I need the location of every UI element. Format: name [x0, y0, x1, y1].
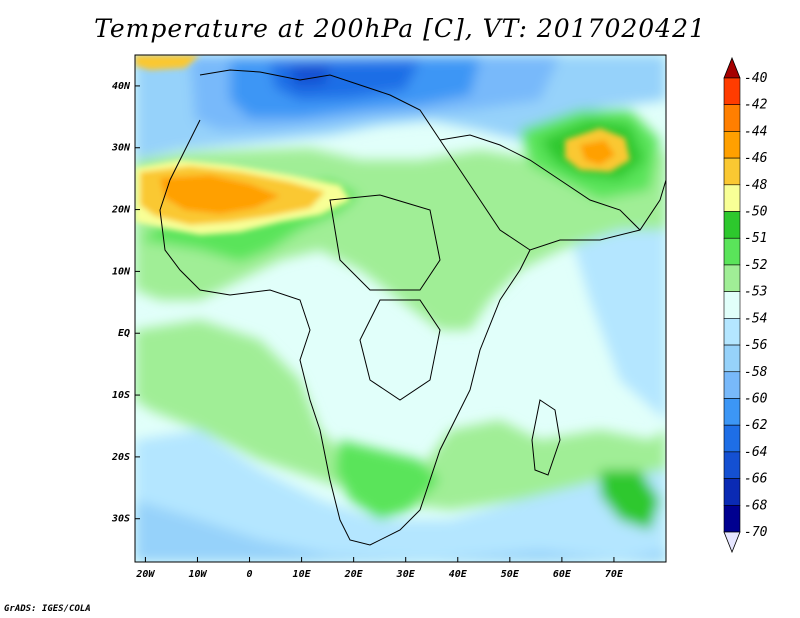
- colorbar-box: [723, 371, 741, 399]
- coastline-north: [199, 69, 666, 251]
- lon-label: 60E: [553, 569, 572, 580]
- colorbar-label: -53: [744, 285, 767, 300]
- band-64-north: [290, 64, 330, 86]
- border-sudan: [329, 194, 441, 291]
- latitude-axis: 40N 30N 20N 10N EQ 10S 20S 30S: [111, 81, 140, 525]
- border-central: [359, 299, 441, 401]
- colorbar-label: -51: [744, 231, 767, 246]
- lat-label: 30N: [111, 143, 131, 154]
- colorbar-label: -70: [744, 525, 768, 540]
- band-53-south: [135, 320, 666, 510]
- lon-label: 10E: [293, 569, 312, 580]
- colorbar-box: [723, 478, 741, 506]
- colorbar-label: -52: [744, 258, 768, 273]
- lon-label: 0: [247, 569, 253, 580]
- lat-label: 20N: [111, 205, 131, 216]
- colorbar-box: [723, 184, 741, 212]
- band-58-south: [135, 500, 666, 562]
- colorbar-box: [723, 211, 741, 239]
- band-51-southeast: [600, 470, 660, 530]
- colorbar-box: [723, 77, 741, 106]
- colorbar-box: [723, 318, 741, 346]
- lon-label: 10W: [188, 569, 207, 580]
- colorbar-label: -68: [744, 498, 768, 513]
- colorbar-label: -66: [744, 472, 768, 487]
- colorbar-box: [723, 157, 741, 186]
- colorbar-box: [723, 104, 741, 132]
- plot-frame: [134, 54, 667, 563]
- lat-label: EQ: [118, 328, 130, 339]
- lon-label: 40E: [449, 569, 468, 580]
- lat-label: 40N: [112, 81, 131, 92]
- colorbar-box: [723, 344, 741, 373]
- colorbar-bottom-triangle: [723, 531, 741, 554]
- coastline-madagascar: [531, 399, 561, 476]
- colorbar-label: -50: [744, 205, 768, 220]
- lon-label: 30E: [396, 569, 416, 580]
- colorbar-label: -44: [744, 124, 767, 139]
- colorbar-label: -48: [744, 178, 768, 193]
- colorbar-box: [723, 504, 741, 533]
- band-46-sahara: [160, 175, 280, 214]
- colorbar-box: [723, 451, 741, 479]
- colorbar-label: -46: [744, 151, 768, 166]
- colorbar: -40 -42 -44 -46 -48 -50 -51 -52 -53 -54 -56 -58 -60 -…: [723, 56, 768, 554]
- lat-label: 30S: [111, 514, 130, 525]
- credit-text: GrADS: IGES/COLA: [4, 604, 91, 614]
- lat-label: 10S: [112, 390, 130, 401]
- colorbar-label: -40: [744, 71, 768, 86]
- colorbar-box: [723, 398, 741, 426]
- lon-label: 20W: [135, 569, 155, 580]
- coastline-africa: [159, 119, 531, 546]
- colorbar-box: [723, 131, 741, 159]
- coastlines: [159, 69, 666, 546]
- lat-label: 10N: [112, 266, 131, 277]
- colorbar-label: -56: [744, 338, 768, 353]
- lon-label: 20E: [344, 569, 364, 580]
- map-title: Temperature at 200hPa [C], VT: 201702042…: [94, 14, 706, 43]
- colorbar-label: -58: [744, 365, 768, 380]
- colorbar-box: [723, 264, 741, 292]
- colorbar-box: [723, 237, 741, 266]
- longitude-axis: 20W 10W 0 10E 20E 30E 40E 50E 60E 70E: [135, 557, 624, 580]
- colorbar-label: -64: [744, 445, 767, 460]
- band-48-northwest: [135, 55, 200, 70]
- colorbar-label: -62: [744, 418, 768, 433]
- band-46-arabia-east: [580, 140, 615, 165]
- colorbar-top-triangle: [723, 56, 741, 79]
- band-52-southafrica: [335, 440, 440, 520]
- colorbar-label: -42: [744, 98, 768, 113]
- colorbar-box: [723, 424, 741, 453]
- lon-label: 50E: [501, 569, 520, 580]
- temperature-field: [135, 55, 666, 562]
- colorbar-label: -60: [744, 391, 768, 406]
- coastline-arabia: [439, 134, 641, 231]
- colorbar-label: -54: [744, 311, 767, 326]
- lon-label: 70E: [605, 569, 624, 580]
- colorbar-box: [723, 291, 741, 319]
- lat-label: 20S: [111, 452, 130, 463]
- band-56-south: [135, 430, 666, 562]
